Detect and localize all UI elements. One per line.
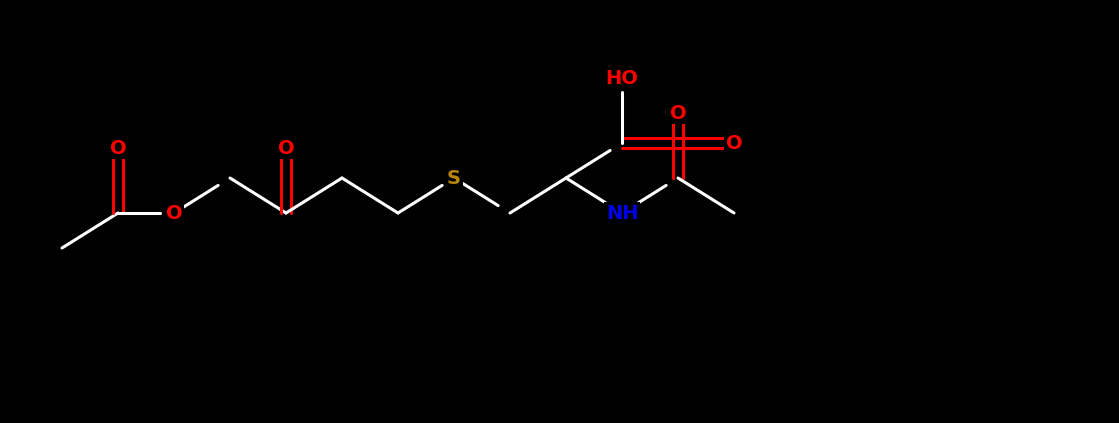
Text: O: O	[669, 104, 686, 123]
Text: O: O	[726, 134, 742, 153]
Text: O: O	[278, 138, 294, 157]
Text: O: O	[166, 203, 182, 222]
Text: HO: HO	[605, 69, 639, 88]
Text: O: O	[110, 138, 126, 157]
Text: S: S	[446, 168, 461, 187]
Text: NH: NH	[605, 203, 638, 222]
